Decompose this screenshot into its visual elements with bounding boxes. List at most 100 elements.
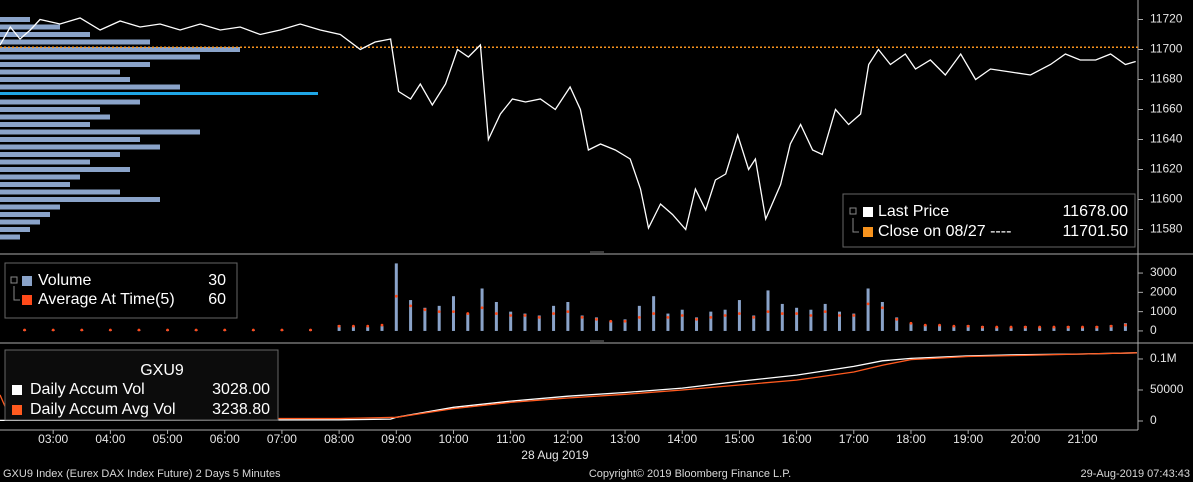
average-dot (280, 328, 284, 332)
volume-bar (337, 325, 341, 331)
profile-bar (0, 219, 40, 225)
profile-bar (0, 54, 200, 60)
average-dot (723, 314, 727, 317)
profile-bar (0, 122, 90, 127)
legend-value: 11701.50 (1062, 223, 1128, 240)
x-tick-label: 18:00 (896, 432, 926, 446)
volume-bar (909, 323, 913, 331)
volume-bar (480, 288, 484, 331)
legend-label: Last Price (878, 203, 949, 220)
volume-bar (995, 327, 999, 331)
y-tick-label: 2000 (1150, 285, 1177, 299)
y-tick-label: 11680 (1150, 72, 1183, 86)
volume-bar (866, 288, 870, 331)
average-dot (652, 312, 656, 315)
average-dot (537, 316, 541, 319)
profile-bar (0, 129, 200, 135)
volume-bar (895, 317, 899, 331)
average-dot (995, 325, 999, 329)
x-tick-label: 06:00 (210, 432, 240, 446)
volume-bar (423, 307, 427, 331)
x-tick-label: 08:00 (324, 432, 354, 446)
x-tick-label: 19:00 (953, 432, 983, 446)
profile-bar (0, 114, 110, 120)
volume-bar (695, 317, 699, 331)
average-dot (1081, 325, 1084, 329)
x-tick-label: 20:00 (1010, 432, 1040, 446)
average-dot (709, 316, 713, 319)
average-dot (352, 324, 355, 328)
volume-bar (351, 326, 355, 331)
profile-bar (0, 107, 100, 112)
average-dot (409, 304, 412, 308)
volume-bar (780, 303, 784, 331)
footer-center: Copyright© 2019 Bloomberg Finance L.P. (589, 468, 791, 480)
volume-bar (1081, 327, 1085, 331)
volume-bar (623, 319, 627, 331)
average-dot (1109, 324, 1113, 328)
y-tick-label: 11580 (1150, 222, 1183, 236)
x-tick-label: 15:00 (724, 432, 754, 446)
average-dot (637, 316, 641, 319)
legend-label: Close on 08/27 ---- (878, 223, 1011, 240)
average-dot (1066, 325, 1070, 329)
profile-bar (0, 204, 60, 210)
profile-bar (0, 174, 80, 180)
x-tick-label: 09:00 (381, 432, 411, 446)
volume-bar (880, 301, 884, 331)
volume-bar (552, 305, 556, 331)
legend-value: 11678.00 (1062, 203, 1128, 220)
average-dot (838, 314, 841, 317)
legend-tree (10, 276, 18, 284)
profile-bar (0, 99, 140, 105)
average-dot (666, 316, 670, 319)
average-dot (780, 312, 784, 315)
legend-marker (12, 385, 22, 395)
profile-bar (0, 47, 240, 52)
volume-bar (380, 326, 384, 331)
average-dot (494, 312, 498, 315)
volume-bar (1052, 327, 1056, 331)
average-dot (223, 328, 227, 332)
series-line (0, 352, 1137, 420)
legend-value: 30 (208, 272, 226, 289)
average-dot (1038, 325, 1042, 329)
legend-value: 3028.00 (212, 381, 270, 398)
volume-bar (509, 311, 513, 331)
profile-bar (0, 137, 140, 142)
average-dot (380, 323, 384, 327)
average-dot (909, 321, 913, 325)
average-dot (166, 328, 169, 332)
legend-tree (849, 207, 857, 215)
average-dot (609, 319, 613, 323)
volume-bar (1095, 326, 1099, 331)
volume-bar (823, 303, 827, 331)
average-dot (938, 323, 941, 327)
average-dot (437, 310, 441, 314)
y-tick-label: 11640 (1150, 132, 1183, 146)
legend-tree (13, 286, 20, 301)
volume-bar (1038, 327, 1042, 331)
legend-value: 60 (208, 291, 226, 308)
volume-bar (723, 309, 727, 331)
x-tick-label: 12:00 (553, 432, 583, 446)
volume-bar (609, 321, 613, 331)
x-tick-label: 10:00 (438, 432, 468, 446)
average-dot (866, 302, 870, 306)
average-dot (523, 314, 527, 317)
average-dot (880, 306, 884, 310)
x-tick-label: 16:00 (782, 432, 812, 446)
average-dot (623, 319, 627, 323)
average-dot (137, 328, 141, 332)
profile-bar (0, 77, 130, 82)
average-dot (766, 310, 770, 314)
average-dot (580, 316, 584, 319)
legend-marker (863, 227, 873, 237)
profile-bar (0, 159, 90, 165)
volume-bar (680, 309, 684, 331)
y-tick-label: 11660 (1150, 102, 1183, 116)
average-dot (309, 328, 312, 332)
y-tick-label: 11620 (1150, 162, 1183, 176)
volume-bar (451, 296, 455, 331)
